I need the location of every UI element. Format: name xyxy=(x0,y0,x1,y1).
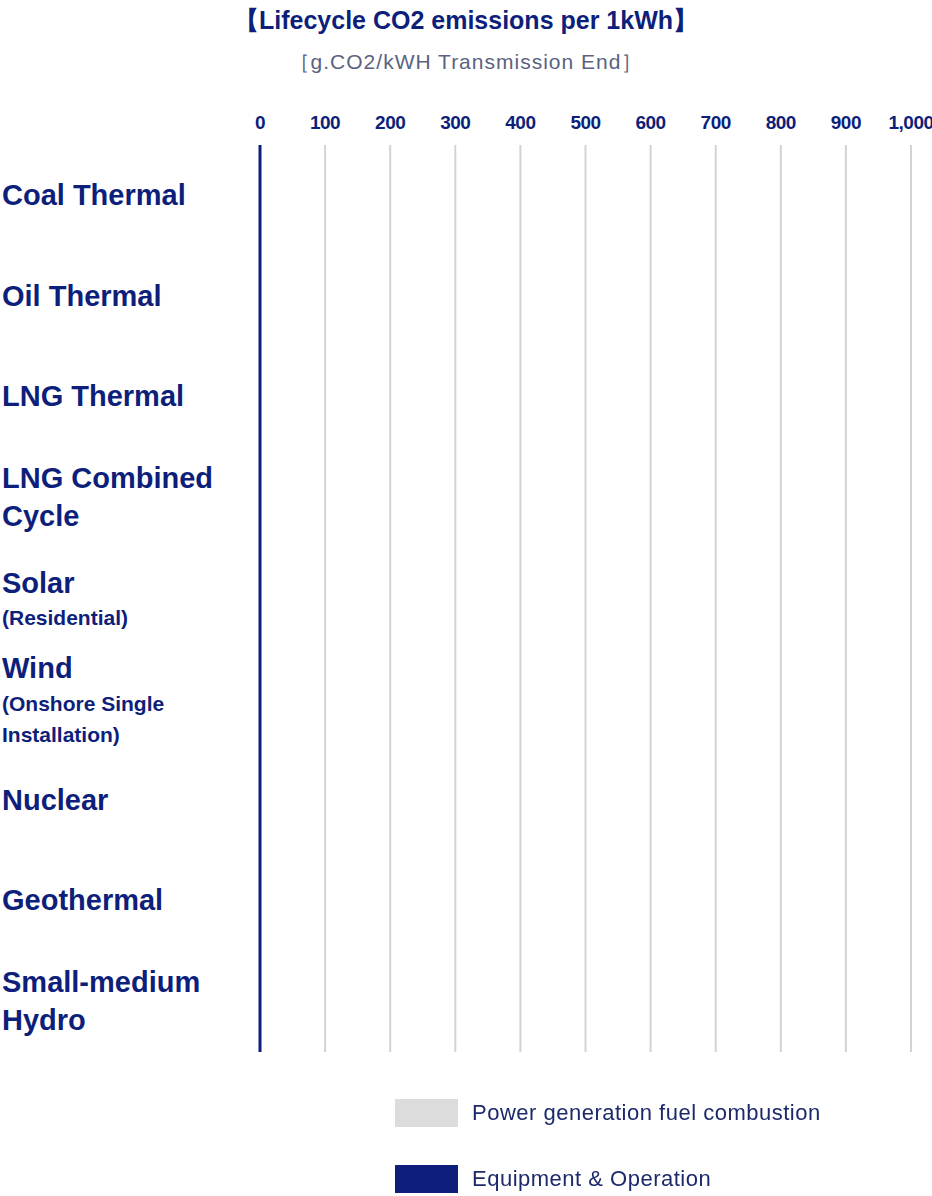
svg-text:300: 300 xyxy=(440,112,470,133)
svg-text:700: 700 xyxy=(701,112,731,133)
svg-text:LNG Thermal: LNG Thermal xyxy=(8,380,184,412)
svg-text:LNG Combined: LNG Combined xyxy=(8,462,213,494)
svg-text:Cycle: Cycle xyxy=(8,500,79,532)
svg-text:Hydro: Hydro xyxy=(8,1004,86,1036)
svg-text:Solar: Solar xyxy=(8,567,75,599)
html-text:【Lifecycle CO2 emissions per 1: 【Lifecycle CO2 emissions per 1kWh】 xyxy=(234,6,698,34)
svg-text:600: 600 xyxy=(635,112,665,133)
svg-text:(Residential): (Residential) xyxy=(8,606,128,629)
svg-text:100: 100 xyxy=(310,112,340,133)
svg-text:800: 800 xyxy=(766,112,796,133)
svg-text:1,000: 1,000 xyxy=(888,112,924,133)
svg-text:Wind: Wind xyxy=(8,652,73,684)
svg-text:Nuclear: Nuclear xyxy=(8,784,108,816)
svg-text:200: 200 xyxy=(375,112,405,133)
svg-text:500: 500 xyxy=(570,112,600,133)
html-text:Power generation fuel combusti: Power generation fuel combustion xyxy=(472,1100,821,1125)
svg-text:900: 900 xyxy=(831,112,861,133)
svg-text:Oil Thermal: Oil Thermal xyxy=(8,280,162,312)
svg-text:0: 0 xyxy=(255,112,265,133)
svg-text:(Onshore Single: (Onshore Single xyxy=(8,692,164,715)
svg-text:Coal Thermal: Coal Thermal xyxy=(8,179,186,211)
svg-text:Installation): Installation) xyxy=(8,723,120,746)
html-text:［g.CO2/kWH Transmission End］: ［g.CO2/kWH Transmission End］ xyxy=(288,50,644,73)
svg-text:400: 400 xyxy=(505,112,535,133)
svg-text:Geothermal: Geothermal xyxy=(8,884,163,916)
html-text:Equipment & Operation: Equipment & Operation xyxy=(472,1166,712,1191)
svg-text:Small-medium: Small-medium xyxy=(8,966,200,998)
